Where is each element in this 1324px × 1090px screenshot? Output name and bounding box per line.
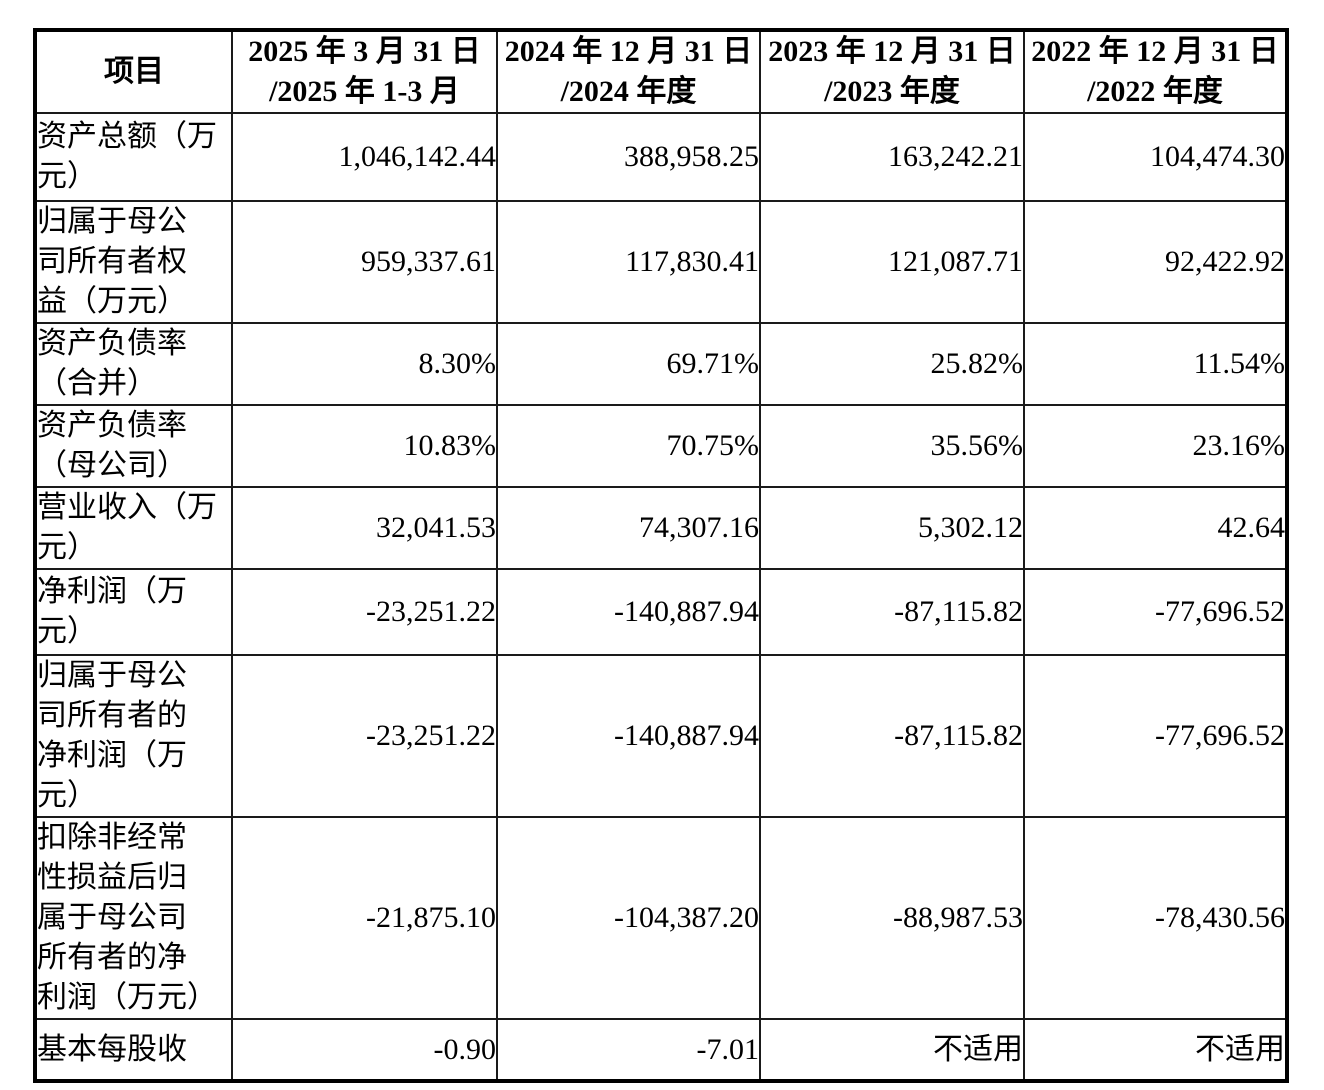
cell-value: -140,887.94 xyxy=(496,654,761,818)
row-label: 基本每股收 xyxy=(34,1018,233,1082)
cell-value: -7.01 xyxy=(496,1018,761,1082)
cell-value: 23.16% xyxy=(1023,404,1288,488)
cell-value: 74,307.16 xyxy=(496,486,761,570)
table-header-row: 项目 2025 年 3 月 31 日 /2025 年 1-3 月 2024 年 … xyxy=(34,29,1288,114)
cell-value: -77,696.52 xyxy=(1023,568,1288,656)
cell-value: -23,251.22 xyxy=(231,568,498,656)
header-cell-period-2022: 2022 年 12 月 31 日 /2022 年度 xyxy=(1023,29,1288,114)
row-label: 净利润（万 元） xyxy=(34,568,233,656)
cell-value: 32,041.53 xyxy=(231,486,498,570)
table-row-net-profit-excl-nonrecurring: 扣除非经常 性损益后归 属于母公司 所有者的净 利润（万元） -21,875.1… xyxy=(34,816,1288,1020)
cell-value: 10.83% xyxy=(231,404,498,488)
cell-value: 163,242.21 xyxy=(759,112,1025,202)
cell-value: 5,302.12 xyxy=(759,486,1025,570)
cell-value: 不适用 xyxy=(1023,1018,1288,1082)
cell-value: -104,387.20 xyxy=(496,816,761,1020)
cell-value: 1,046,142.44 xyxy=(231,112,498,202)
cell-value: -0.90 xyxy=(231,1018,498,1082)
cell-value: 25.82% xyxy=(759,322,1025,406)
cell-value: -78,430.56 xyxy=(1023,816,1288,1020)
row-label: 营业收入（万 元） xyxy=(34,486,233,570)
cell-value: 388,958.25 xyxy=(496,112,761,202)
cell-value: -77,696.52 xyxy=(1023,654,1288,818)
table-row-net-profit: 净利润（万 元） -23,251.22 -140,887.94 -87,115.… xyxy=(34,568,1288,656)
row-label: 资产总额（万 元） xyxy=(34,112,233,202)
row-label: 扣除非经常 性损益后归 属于母公司 所有者的净 利润（万元） xyxy=(34,816,233,1020)
cell-value: 959,337.61 xyxy=(231,200,498,324)
cell-value: 121,087.71 xyxy=(759,200,1025,324)
table-row-debt-ratio-consolidated: 资产负债率 （合并） 8.30% 69.71% 25.82% 11.54% xyxy=(34,322,1288,406)
cell-value: 92,422.92 xyxy=(1023,200,1288,324)
header-cell-period-2024: 2024 年 12 月 31 日 /2024 年度 xyxy=(496,29,761,114)
cell-value: 8.30% xyxy=(231,322,498,406)
cell-value: 不适用 xyxy=(759,1018,1025,1082)
header-cell-period-2025: 2025 年 3 月 31 日 /2025 年 1-3 月 xyxy=(231,29,498,114)
row-label: 资产负债率 （母公司） xyxy=(34,404,233,488)
cell-value: -87,115.82 xyxy=(759,568,1025,656)
cell-value: 11.54% xyxy=(1023,322,1288,406)
table-row-operating-revenue: 营业收入（万 元） 32,041.53 74,307.16 5,302.12 4… xyxy=(34,486,1288,570)
cell-value: 35.56% xyxy=(759,404,1025,488)
table-row-total-assets: 资产总额（万 元） 1,046,142.44 388,958.25 163,24… xyxy=(34,112,1288,202)
cell-value: 104,474.30 xyxy=(1023,112,1288,202)
cell-value: -140,887.94 xyxy=(496,568,761,656)
financial-summary-table: 项目 2025 年 3 月 31 日 /2025 年 1-3 月 2024 年 … xyxy=(33,28,1289,1083)
table-row-basic-eps: 基本每股收 -0.90 -7.01 不适用 不适用 xyxy=(34,1018,1288,1082)
cell-value: 70.75% xyxy=(496,404,761,488)
cell-value: 69.71% xyxy=(496,322,761,406)
table-row-net-profit-parent: 归属于母公 司所有者的 净利润（万 元） -23,251.22 -140,887… xyxy=(34,654,1288,818)
cell-value: -23,251.22 xyxy=(231,654,498,818)
cell-value: -21,875.10 xyxy=(231,816,498,1020)
row-label: 归属于母公 司所有者的 净利润（万 元） xyxy=(34,654,233,818)
cell-value: 42.64 xyxy=(1023,486,1288,570)
cell-value: 117,830.41 xyxy=(496,200,761,324)
row-label: 归属于母公 司所有者权 益（万元） xyxy=(34,200,233,324)
table-row-parent-equity: 归属于母公 司所有者权 益（万元） 959,337.61 117,830.41 … xyxy=(34,200,1288,324)
header-cell-item: 项目 xyxy=(34,29,233,114)
row-label: 资产负债率 （合并） xyxy=(34,322,233,406)
cell-value: -88,987.53 xyxy=(759,816,1025,1020)
cell-value: -87,115.82 xyxy=(759,654,1025,818)
header-cell-period-2023: 2023 年 12 月 31 日 /2023 年度 xyxy=(759,29,1025,114)
table-row-debt-ratio-parent: 资产负债率 （母公司） 10.83% 70.75% 35.56% 23.16% xyxy=(34,404,1288,488)
financial-summary-document: 项目 2025 年 3 月 31 日 /2025 年 1-3 月 2024 年 … xyxy=(33,28,1289,1083)
